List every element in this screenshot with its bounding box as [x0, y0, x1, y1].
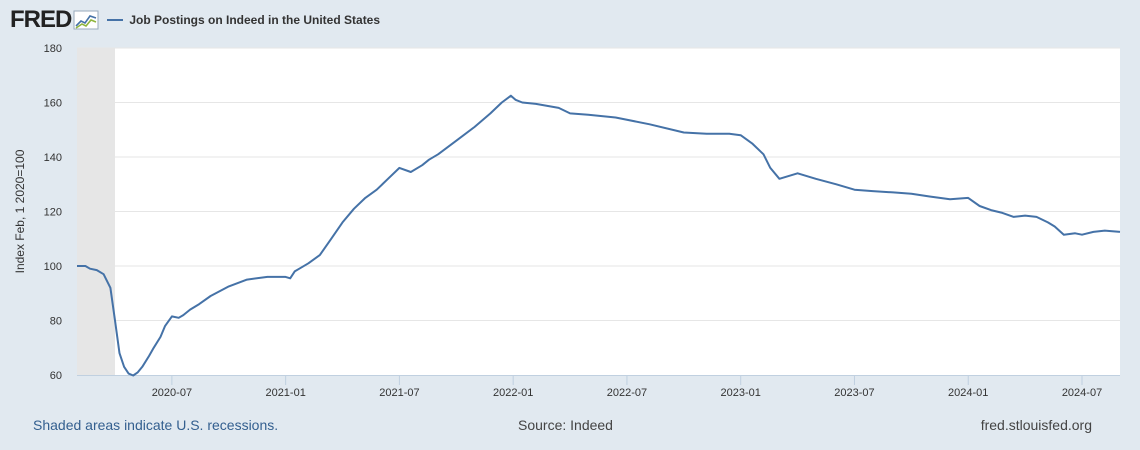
x-tick-label: 2021-07	[379, 387, 419, 399]
fred-logo[interactable]: FRED	[10, 8, 99, 32]
line-chart: 60 80 100 120 140 160 180 2020-07 2021-01 2021-07…	[13, 43, 1121, 399]
logo-text: FRED	[10, 6, 72, 33]
y-tick-label: 180	[44, 43, 62, 55]
x-tick-label: 2023-01	[721, 387, 761, 399]
y-tick-label: 140	[44, 152, 62, 164]
x-tick-label: 2024-07	[1062, 387, 1102, 399]
y-tick-label: 120	[44, 207, 62, 219]
legend-swatch	[107, 19, 124, 21]
y-tick-label: 100	[44, 261, 62, 273]
x-tick-label: 2020-07	[152, 387, 192, 399]
x-tick-label: 2021-01	[265, 387, 305, 399]
chart-icon	[73, 10, 99, 30]
y-tick-label: 160	[44, 98, 62, 110]
site-link[interactable]: fred.stlouisfed.org	[980, 417, 1092, 433]
source-label: Source: Indeed	[518, 417, 613, 433]
chart-legend: Job Postings on Indeed in the United Sta…	[107, 13, 380, 27]
chart-header: FRED Job Postings on Indeed in the Unite…	[10, 6, 380, 34]
y-tick-label: 60	[50, 370, 62, 382]
series-title: Job Postings on Indeed in the United Sta…	[129, 13, 381, 27]
recession-note: Shaded areas indicate U.S. recessions.	[33, 417, 279, 433]
y-tick-label: 80	[50, 316, 62, 328]
y-axis-label: Index Feb, 1 2020=100	[13, 149, 27, 273]
series-line[interactable]	[77, 94, 1121, 377]
x-tick-label: 2024-01	[948, 387, 988, 399]
x-tick-label: 2022-01	[493, 387, 533, 399]
x-tick-label: 2023-07	[834, 387, 874, 399]
x-tick-label: 2022-07	[607, 387, 647, 399]
